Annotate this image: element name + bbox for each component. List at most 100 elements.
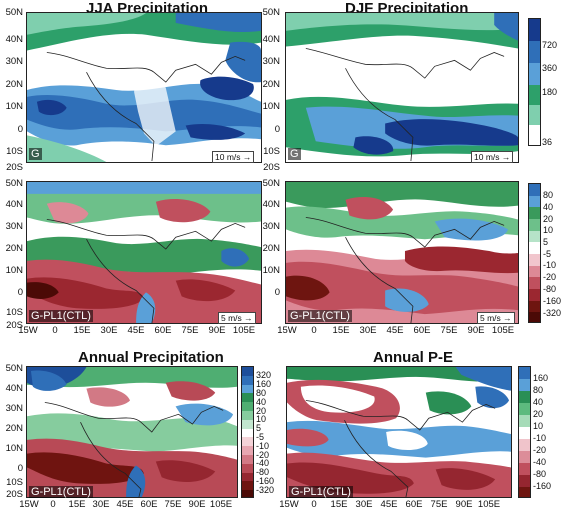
colorbar-segment	[519, 415, 530, 427]
colorbar-label: -40	[533, 457, 547, 467]
lat-label: 0	[274, 287, 280, 298]
colorbar-segment	[529, 184, 540, 196]
lon-label: 60E	[140, 499, 158, 510]
colorbar-label: -320	[543, 308, 562, 318]
colorbar-label: 20	[533, 409, 544, 419]
lat-label: 20S	[6, 320, 23, 331]
lon-label: 45E	[380, 499, 398, 510]
lat-label: 40N	[5, 34, 23, 45]
colorbar-annual-pe	[518, 366, 531, 498]
lon-label: 15W	[279, 499, 299, 510]
colorbar-label: 160	[256, 379, 272, 389]
colorbar-label: 40	[533, 397, 544, 407]
colorbar-segment	[242, 402, 253, 411]
lat-label: 20S	[6, 162, 23, 173]
jja-precip-field	[27, 13, 261, 162]
colorbar-segment	[529, 19, 540, 41]
colorbar-segment	[242, 481, 253, 491]
lat-label: 50N	[5, 363, 23, 374]
colorbar-segment	[242, 446, 253, 455]
colorbar-segment	[242, 437, 253, 447]
colorbar-label: 40	[256, 397, 267, 407]
colorbar-label: 160	[533, 373, 549, 383]
colorbar-label: -10	[533, 433, 547, 443]
lon-label: 30E	[359, 325, 377, 336]
jja-diff-field	[27, 182, 261, 323]
lat-label: 0	[17, 463, 23, 474]
colorbar-segment	[529, 85, 540, 105]
lat-label: 10S	[263, 146, 280, 157]
lon-label: 75E	[440, 325, 458, 336]
colorbar-segment	[529, 125, 540, 145]
lon-label: 0	[311, 325, 317, 336]
lon-label: 15E	[330, 499, 348, 510]
colorbar-segment	[529, 265, 540, 278]
lat-label: 20N	[5, 423, 23, 434]
lon-label: 15E	[68, 499, 86, 510]
lat-label: 40N	[262, 199, 280, 210]
colorbar-label: -5	[256, 432, 265, 442]
colorbar-label: 80	[543, 190, 554, 200]
djf-precip-field	[286, 13, 518, 162]
lon-label: 15E	[332, 325, 350, 336]
lon-label: 45E	[386, 325, 404, 336]
lat-label: 50N	[262, 178, 280, 189]
colorbar-segment	[529, 288, 540, 301]
lon-label: 105E	[491, 325, 515, 336]
colorbar-label: 360	[542, 63, 558, 73]
colorbar-segment	[529, 105, 540, 125]
lon-label: 30E	[355, 499, 373, 510]
annual-precip-field	[27, 367, 237, 497]
lat-label: 50N	[5, 7, 23, 18]
lat-label: 40N	[5, 383, 23, 394]
colorbar-segment	[242, 393, 253, 403]
djf-diff-map	[285, 181, 519, 324]
lon-label: 60E	[413, 325, 431, 336]
colorbar-segment	[519, 403, 530, 415]
colorbar-label: 720	[542, 40, 558, 50]
lat-label: 50N	[262, 7, 280, 18]
lon-label: 0	[52, 325, 58, 336]
colorbar-segment	[519, 451, 530, 463]
lat-label: 10S	[6, 477, 23, 488]
lat-label: 40N	[262, 34, 280, 45]
title-annual-pe: Annual P-E	[373, 349, 454, 366]
colorbar-label: 320	[256, 370, 272, 380]
colorbar-segment	[529, 195, 540, 208]
colorbar-label: 20	[543, 214, 554, 224]
lat-label: 10S	[6, 146, 23, 157]
colorbar-label: -5	[543, 249, 552, 259]
colorbar-segment	[519, 475, 530, 487]
colorbar-label: 5	[256, 423, 262, 433]
colorbar-segment	[529, 312, 540, 322]
colorbar-segment	[529, 63, 540, 85]
jja-diff-map	[26, 181, 262, 324]
lon-label: 0	[50, 499, 56, 510]
colorbar-label: -20	[543, 272, 557, 282]
lat-label: 40N	[5, 199, 23, 210]
vector-scale: 10 m/s →	[471, 151, 514, 163]
lon-label: 105E	[232, 325, 256, 336]
lat-label: 10N	[262, 101, 280, 112]
lon-label: 30E	[100, 325, 118, 336]
vector-scale: 5 m/s →	[218, 312, 256, 324]
annual-pe-map	[286, 366, 512, 498]
panel-tag: G-PL1(CTL)	[288, 310, 352, 322]
colorbar-label: 20	[256, 406, 267, 416]
lon-label: 45E	[127, 325, 145, 336]
lon-label: 15W	[19, 499, 39, 510]
colorbar-label: -40	[256, 458, 270, 468]
lon-label: 75E	[164, 499, 182, 510]
colorbar-segment	[519, 487, 530, 497]
colorbar-segment	[242, 410, 253, 420]
colorbar-label: -80	[533, 469, 547, 479]
colorbar-segment	[242, 454, 253, 464]
colorbar-label: -160	[256, 476, 275, 486]
lat-label: 10N	[5, 443, 23, 454]
colorbar-label: 80	[256, 388, 267, 398]
lon-label: 15W	[277, 325, 297, 336]
panel-tag: G	[29, 148, 42, 160]
lat-label: 30N	[262, 56, 280, 67]
lat-label: 30N	[5, 403, 23, 414]
lat-label: 20N	[5, 243, 23, 254]
